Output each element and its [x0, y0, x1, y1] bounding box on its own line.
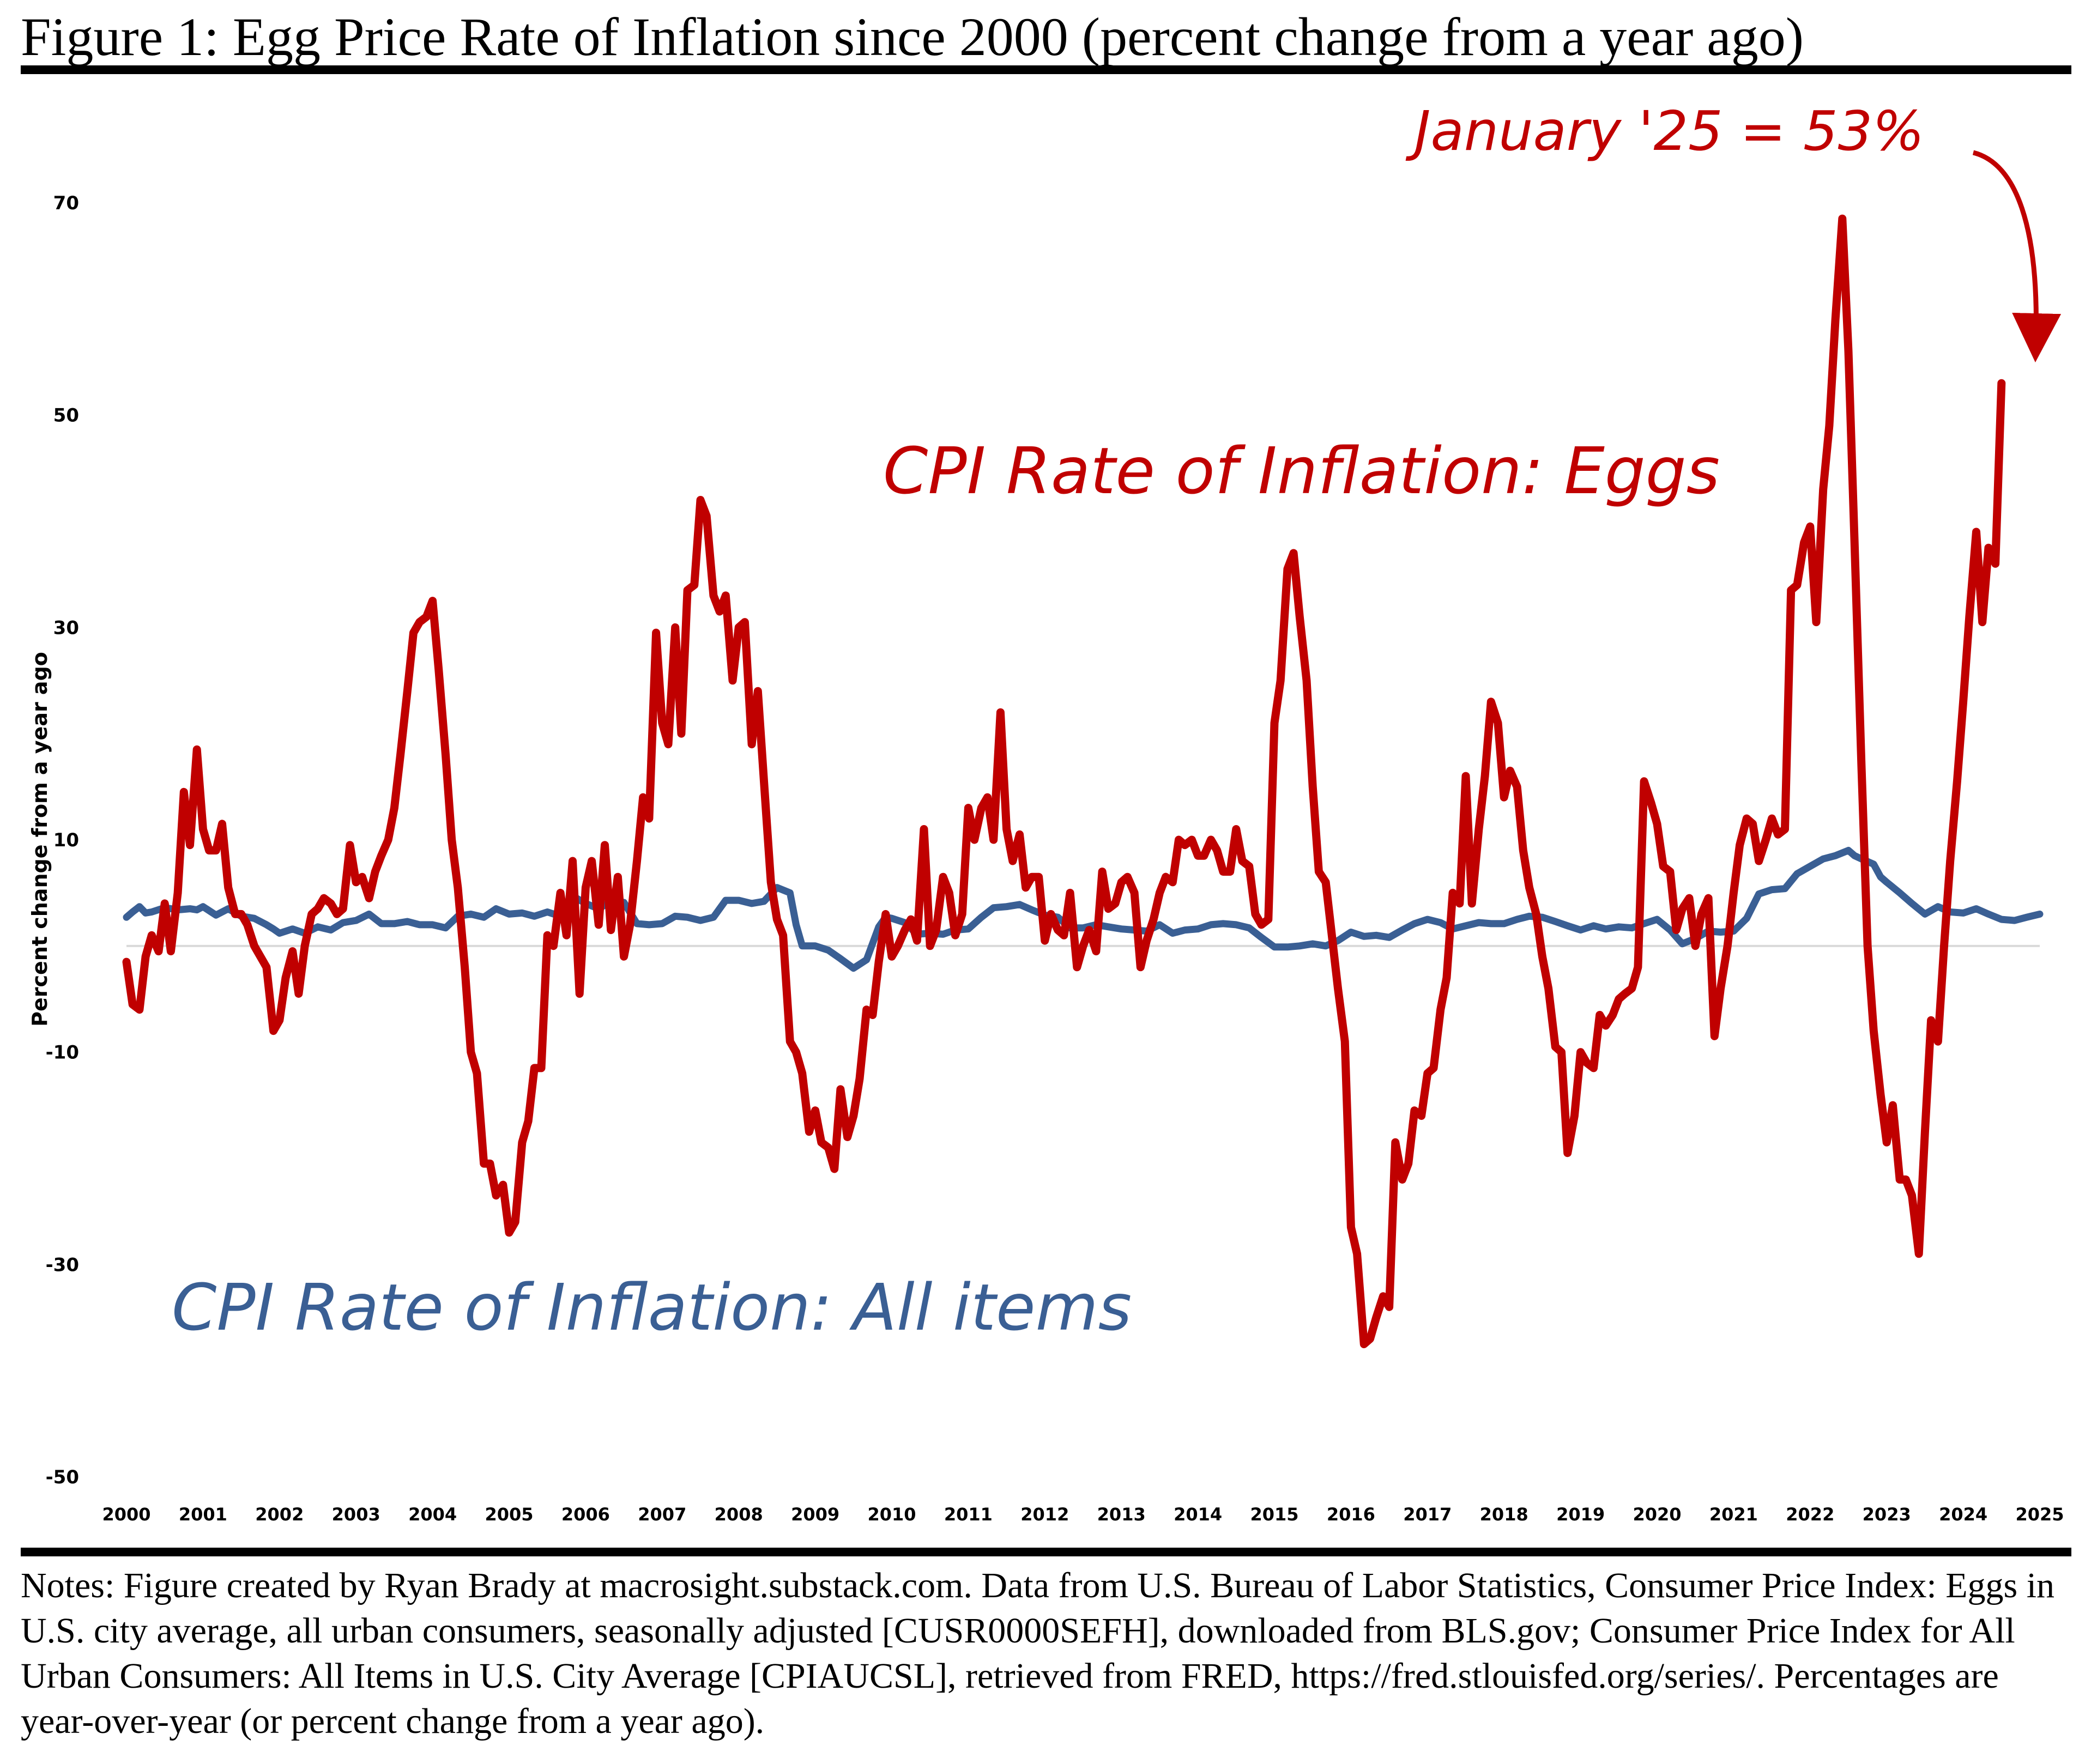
eggs-series-label: CPI Rate of Inflation: Eggs — [883, 433, 1720, 508]
x-tick-label: 2019 — [1556, 1504, 1605, 1525]
figure-notes: Notes: Figure created by Ryan Brady at m… — [21, 1566, 2055, 1741]
x-tick-label: 2022 — [1786, 1504, 1834, 1525]
annotation-january-25: January '25 = 53% — [1405, 99, 1924, 163]
bottom-rule — [21, 1548, 2071, 1556]
x-tick-label: 2020 — [1633, 1504, 1681, 1525]
series-group — [122, 214, 2044, 1348]
x-tick-label: 2002 — [255, 1504, 304, 1525]
x-tick-label: 2012 — [1020, 1504, 1069, 1525]
y-axis-ticks: 70 50 30 10 -10 -30 -50 — [46, 192, 79, 1488]
x-tick-label: 2015 — [1250, 1504, 1298, 1525]
y-axis-label: Percent change from a year ago — [28, 652, 52, 1027]
x-tick-label: 2000 — [102, 1504, 150, 1525]
x-axis-ticks: 2000 2001 2002 2003 2004 2005 2006 2007 2008 2009… — [102, 1504, 2064, 1525]
y-tick-label: -30 — [46, 1254, 79, 1276]
x-tick-label: 2006 — [561, 1504, 610, 1525]
x-tick-label: 2008 — [715, 1504, 763, 1525]
x-tick-label: 2005 — [485, 1504, 533, 1525]
y-tick-label: 70 — [53, 192, 79, 214]
x-tick-label: 2024 — [1939, 1504, 1987, 1525]
x-tick-label: 2021 — [1709, 1504, 1758, 1525]
x-tick-label: 2023 — [1863, 1504, 1911, 1525]
figure-title: Figure 1: Egg Price Rate of Inflation si… — [21, 7, 1804, 67]
x-tick-label: 2018 — [1480, 1504, 1528, 1525]
x-tick-label: 2003 — [332, 1504, 380, 1525]
x-tick-label: 2017 — [1403, 1504, 1452, 1525]
x-tick-label: 2010 — [867, 1504, 916, 1525]
y-tick-label: -10 — [46, 1042, 79, 1064]
x-tick-label: 2001 — [179, 1504, 227, 1525]
x-tick-label: 2025 — [2015, 1504, 2064, 1525]
y-tick-label: -50 — [46, 1466, 79, 1488]
x-tick-label: 2016 — [1327, 1504, 1375, 1525]
x-tick-label: 2009 — [791, 1504, 839, 1525]
x-tick-label: 2014 — [1174, 1504, 1222, 1525]
x-tick-label: 2004 — [408, 1504, 457, 1525]
y-tick-label: 10 — [53, 829, 79, 851]
top-rule — [21, 65, 2071, 74]
y-tick-label: 30 — [53, 617, 79, 639]
all-items-series-label: CPI Rate of Inflation: All items — [172, 1270, 1132, 1345]
annotation-arrow — [1972, 150, 2062, 362]
x-tick-label: 2013 — [1097, 1504, 1146, 1525]
y-tick-label: 50 — [53, 405, 79, 427]
x-tick-label: 2011 — [944, 1504, 993, 1525]
x-tick-label: 2007 — [638, 1504, 686, 1525]
series-line — [122, 214, 2006, 1348]
